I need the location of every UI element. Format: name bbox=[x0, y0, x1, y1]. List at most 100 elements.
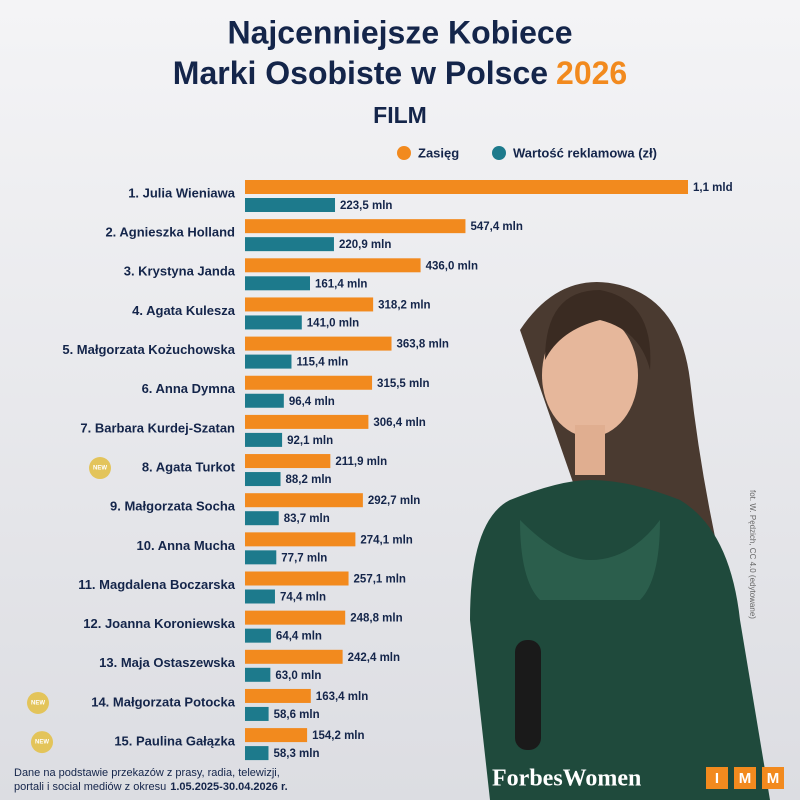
category-label: 13. Maja Ostaszewska bbox=[99, 655, 236, 670]
value-label: 115,4 mln bbox=[296, 357, 348, 369]
bar bbox=[245, 493, 363, 508]
value-label: 547,4 mln bbox=[470, 221, 522, 233]
value-label: 436,0 mln bbox=[426, 260, 478, 272]
value-label: 83,7 mln bbox=[284, 513, 330, 525]
category-label: 8. Agata Turkot bbox=[142, 459, 236, 474]
bar bbox=[245, 610, 346, 625]
value-label: 363,8 mln bbox=[397, 339, 449, 351]
plot: 1. Julia Wieniawa 1,1 mld 223,5 mln 2. Agni… bbox=[27, 180, 733, 760]
bar bbox=[245, 276, 311, 291]
bar bbox=[245, 375, 373, 390]
bar bbox=[245, 532, 356, 547]
bar bbox=[245, 472, 281, 487]
value-label: 163,4 mln bbox=[316, 691, 368, 703]
value-label: 92,1 mln bbox=[287, 435, 333, 447]
value-label: 141,0 mln bbox=[307, 317, 359, 329]
logo-box bbox=[706, 767, 728, 789]
footnote: portali i social mediów z okresu bbox=[14, 781, 166, 793]
bar bbox=[245, 258, 421, 273]
bar bbox=[245, 550, 277, 565]
category-label: 3. Krystyna Janda bbox=[124, 264, 236, 279]
value-label: 154,2 mln bbox=[312, 730, 364, 742]
value-label: 58,3 mln bbox=[273, 748, 319, 760]
bar bbox=[245, 454, 331, 469]
new-badge bbox=[89, 457, 111, 480]
value-label: 58,6 mln bbox=[274, 709, 320, 721]
value-label: 223,5 mln bbox=[340, 200, 392, 212]
category-label: 1. Julia Wieniawa bbox=[128, 185, 236, 200]
category-label: 5. Małgorzata Kożuchowska bbox=[62, 342, 235, 357]
title-line: Najcenniejsze Kobiece bbox=[227, 14, 572, 50]
subtitle: FILM bbox=[373, 102, 427, 128]
value-label: 96,4 mln bbox=[289, 396, 335, 408]
footnote: portali i social mediów z okresu 1.05.202… bbox=[14, 781, 288, 793]
bar bbox=[245, 297, 374, 312]
category-label: 12. Joanna Koroniewska bbox=[83, 616, 235, 631]
value-label: 248,8 mln bbox=[350, 613, 402, 625]
photo bbox=[470, 282, 770, 800]
logo-letter: I bbox=[715, 770, 719, 787]
bar bbox=[245, 354, 292, 369]
bar bbox=[245, 688, 311, 703]
value-label: 318,2 mln bbox=[378, 299, 430, 311]
bar bbox=[245, 706, 269, 721]
value-label: 1,1 mld bbox=[693, 182, 733, 194]
footnote-period: 1.05.2025-30.04.2026 r. bbox=[170, 781, 287, 793]
category-label: 9. Małgorzata Socha bbox=[110, 499, 236, 514]
value-label: 274,1 mln bbox=[360, 534, 412, 546]
value-label: 315,5 mln bbox=[377, 378, 429, 390]
bar bbox=[245, 219, 466, 234]
bar bbox=[245, 237, 334, 252]
legend-swatch bbox=[492, 146, 506, 160]
category-label: 11. Magdalena Boczarska bbox=[78, 577, 236, 592]
value-label: 77,7 mln bbox=[281, 552, 327, 564]
category-label: 14. Małgorzata Potocka bbox=[91, 694, 236, 709]
new-badge-label: NEW bbox=[93, 466, 107, 472]
logo-letter: M bbox=[767, 770, 780, 787]
photo-credit: fot. W. Pędzich, CC 4.0 (edytowane) bbox=[748, 490, 757, 619]
new-badge bbox=[31, 731, 53, 754]
bar bbox=[245, 589, 275, 604]
value-label: 306,4 mln bbox=[373, 417, 425, 429]
logo-box bbox=[734, 767, 756, 789]
value-label: 74,4 mln bbox=[280, 592, 326, 604]
logo-forbes: ForbesWomen bbox=[492, 766, 641, 792]
bar bbox=[245, 511, 279, 526]
bar bbox=[245, 628, 271, 643]
bar bbox=[245, 728, 308, 743]
bar bbox=[245, 649, 343, 664]
value-label: 242,4 mln bbox=[348, 652, 400, 664]
logo-letter: M bbox=[739, 770, 752, 787]
logo-box bbox=[762, 767, 784, 789]
category-label: 4. Agata Kulesza bbox=[132, 303, 236, 318]
category-label: 7. Barbara Kurdej-Szatan bbox=[80, 420, 235, 435]
category-label: 6. Anna Dymna bbox=[142, 381, 236, 396]
bar bbox=[245, 414, 369, 429]
category-label: 10. Anna Mucha bbox=[137, 538, 236, 553]
new-badge-label: NEW bbox=[35, 740, 49, 746]
value-label: 64,4 mln bbox=[276, 631, 322, 643]
bar bbox=[245, 336, 392, 351]
legend: Zasięg Wartość reklamowa (zł) bbox=[397, 145, 657, 160]
value-label: 88,2 mln bbox=[286, 474, 332, 486]
bar bbox=[245, 393, 284, 408]
footnote: Dane na podstawie przekazów z prasy, rad… bbox=[14, 767, 280, 779]
bar bbox=[245, 432, 283, 447]
bar bbox=[245, 198, 336, 212]
new-badge bbox=[27, 691, 49, 714]
bar bbox=[245, 571, 349, 586]
legend-label: Wartość reklamowa (zł) bbox=[513, 145, 657, 160]
title-line: Marki Osobiste w Polsce bbox=[173, 55, 548, 91]
bar bbox=[245, 180, 688, 194]
legend-label: Zasięg bbox=[418, 145, 459, 160]
new-badge-label: NEW bbox=[31, 701, 45, 707]
title-line: Marki Osobiste w Polsce 2026 bbox=[173, 55, 627, 91]
category-label: 15. Paulina Gałązka bbox=[114, 734, 235, 749]
value-label: 257,1 mln bbox=[354, 574, 406, 586]
bar bbox=[245, 315, 302, 330]
value-label: 63,0 mln bbox=[275, 670, 321, 682]
bar bbox=[245, 746, 269, 761]
bar bbox=[245, 667, 271, 682]
